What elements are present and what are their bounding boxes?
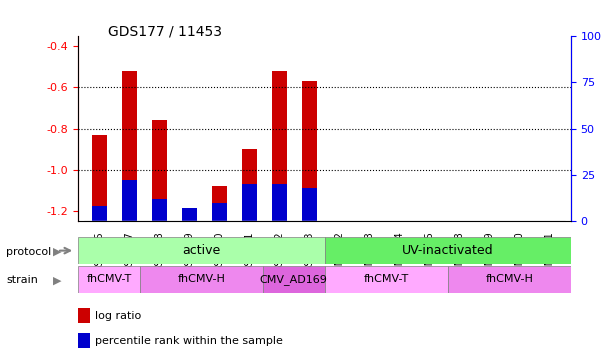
Bar bbox=[302, 188, 317, 221]
Text: percentile rank within the sample: percentile rank within the sample bbox=[96, 336, 283, 346]
Text: UV-inactivated: UV-inactivated bbox=[402, 244, 493, 257]
FancyBboxPatch shape bbox=[325, 266, 448, 293]
Bar bbox=[272, 71, 287, 221]
Bar bbox=[212, 203, 227, 221]
FancyBboxPatch shape bbox=[140, 266, 263, 293]
Bar bbox=[182, 208, 197, 221]
Bar bbox=[302, 81, 317, 221]
Bar bbox=[92, 135, 107, 221]
FancyBboxPatch shape bbox=[78, 237, 325, 264]
Text: fhCMV-H: fhCMV-H bbox=[177, 274, 225, 285]
Text: CMV_AD169: CMV_AD169 bbox=[260, 274, 328, 285]
Bar bbox=[242, 149, 257, 221]
Bar bbox=[182, 211, 197, 221]
Bar bbox=[151, 199, 167, 221]
Bar bbox=[78, 308, 91, 323]
Text: fhCMV-H: fhCMV-H bbox=[486, 274, 533, 285]
Bar bbox=[122, 71, 137, 221]
Text: fhCMV-T: fhCMV-T bbox=[87, 274, 132, 285]
Text: log ratio: log ratio bbox=[96, 311, 142, 321]
Text: strain: strain bbox=[6, 275, 38, 285]
FancyBboxPatch shape bbox=[325, 237, 571, 264]
FancyBboxPatch shape bbox=[448, 266, 571, 293]
FancyBboxPatch shape bbox=[263, 266, 325, 293]
Bar bbox=[272, 184, 287, 221]
Bar bbox=[78, 333, 91, 348]
Bar bbox=[212, 186, 227, 221]
Text: ▶: ▶ bbox=[53, 247, 61, 257]
Text: GDS177 / 11453: GDS177 / 11453 bbox=[108, 25, 222, 39]
Bar bbox=[151, 120, 167, 221]
Text: active: active bbox=[182, 244, 221, 257]
Bar bbox=[92, 206, 107, 221]
Bar bbox=[242, 184, 257, 221]
Bar bbox=[122, 181, 137, 221]
FancyBboxPatch shape bbox=[78, 266, 140, 293]
Text: fhCMV-T: fhCMV-T bbox=[364, 274, 409, 285]
Text: ▶: ▶ bbox=[53, 275, 61, 285]
Text: protocol: protocol bbox=[6, 247, 51, 257]
